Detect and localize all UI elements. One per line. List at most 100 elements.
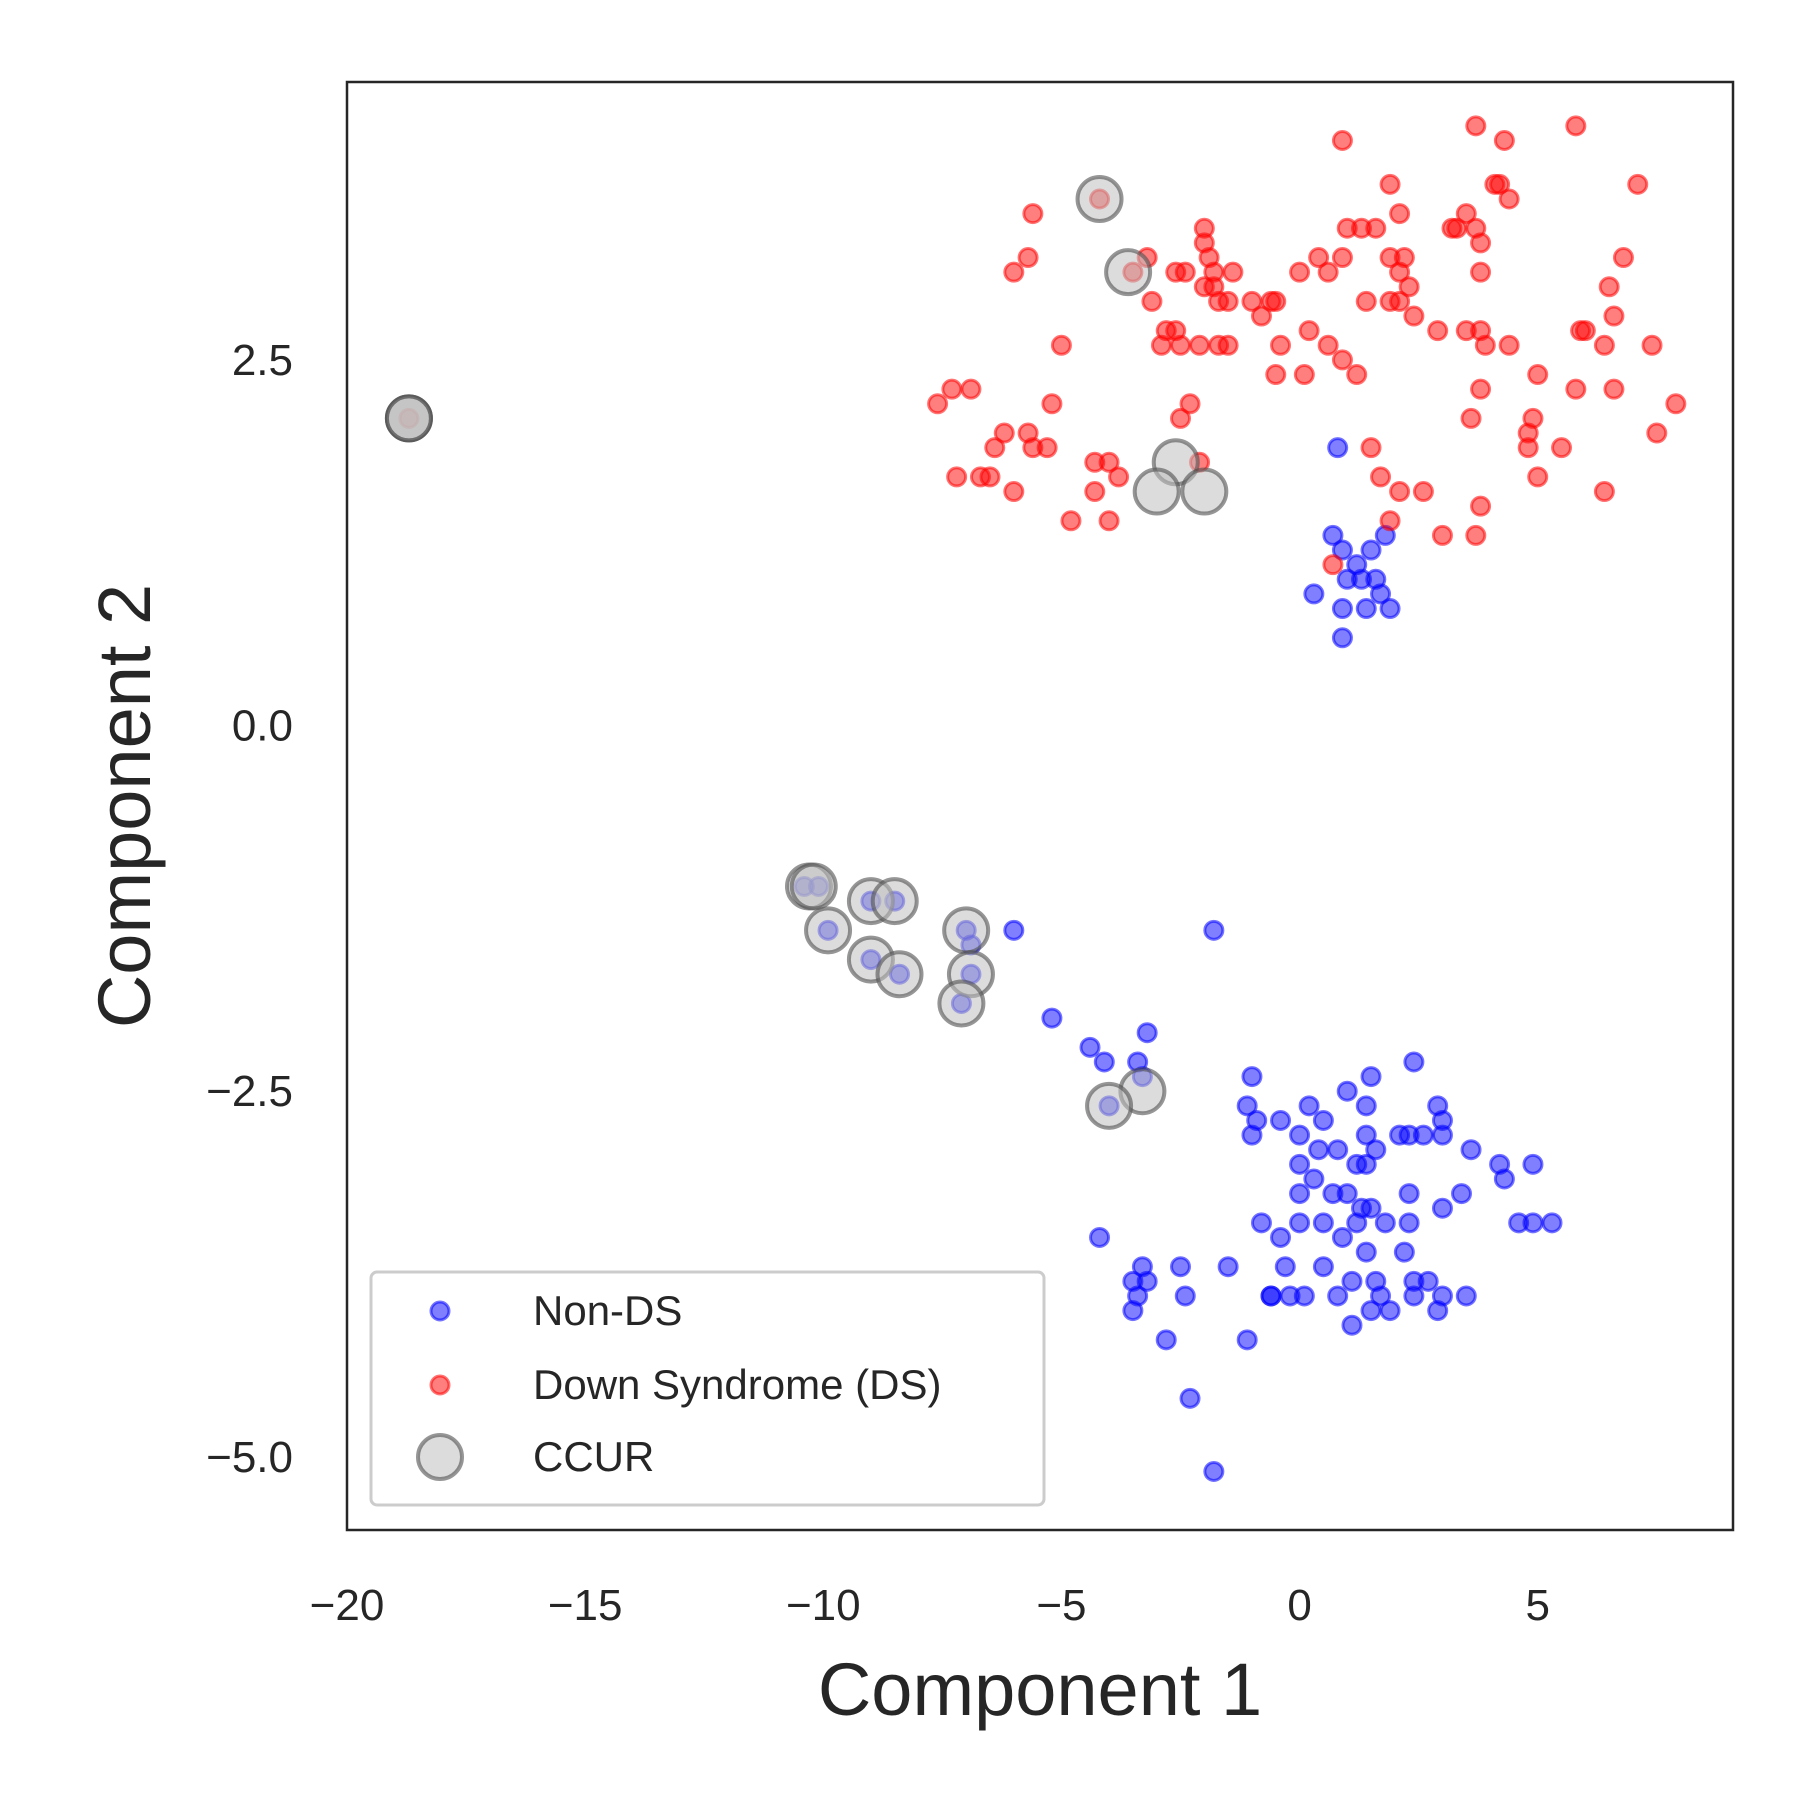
ds-point <box>1141 290 1163 312</box>
non-ds-point <box>1203 919 1225 941</box>
ds-point <box>1170 407 1192 429</box>
legend-marker <box>429 1300 451 1322</box>
ds-point <box>1017 247 1039 269</box>
non-ds-point <box>1274 1256 1296 1278</box>
non-ds-point <box>1327 1139 1349 1161</box>
non-ds-point <box>1136 1022 1158 1044</box>
non-ds-point <box>1541 1212 1563 1234</box>
non-ds-point <box>1431 1124 1453 1146</box>
ds-point <box>1627 173 1649 195</box>
ds-point <box>1289 261 1311 283</box>
non-ds-point <box>1270 1226 1292 1248</box>
non-ds-point <box>1217 1256 1239 1278</box>
non-ds-point <box>1260 1285 1282 1307</box>
ds-point <box>960 378 982 400</box>
ds-point <box>1098 451 1120 473</box>
ccur-point <box>942 906 991 955</box>
ds-point <box>1170 334 1192 356</box>
ds-point <box>1322 554 1344 576</box>
non-ds-point <box>1346 1212 1368 1234</box>
ds-point <box>1646 422 1668 444</box>
ds-point <box>1265 290 1287 312</box>
non-ds-point <box>1341 1270 1363 1292</box>
non-ds-point <box>1303 583 1325 605</box>
non-ds-point <box>1389 1124 1411 1146</box>
ds-point <box>1565 378 1587 400</box>
non-ds-point <box>1179 1387 1201 1409</box>
ds-point <box>1217 334 1239 356</box>
ds-point <box>1217 290 1239 312</box>
ds-point <box>1222 261 1244 283</box>
ds-point <box>1346 364 1368 386</box>
ds-point <box>1270 334 1292 356</box>
ds-point <box>1331 247 1353 269</box>
ds-point <box>1041 393 1063 415</box>
legend-items: Non-DS Down Syndrome (DS) CCUR <box>416 1287 941 1481</box>
legend-marker <box>429 1374 451 1396</box>
non-ds-point <box>1293 1285 1315 1307</box>
non-ds-point <box>1336 1080 1358 1102</box>
ds-point <box>1355 290 1377 312</box>
ds-point <box>1484 173 1506 195</box>
ccur-point <box>384 394 433 443</box>
ds-point <box>1465 524 1487 546</box>
ds-point <box>1498 188 1520 210</box>
ds-point <box>1431 524 1453 546</box>
non-ds-point <box>1331 1226 1353 1248</box>
ds-point <box>1379 173 1401 195</box>
non-ds-point <box>1241 1124 1263 1146</box>
ds-point <box>1317 334 1339 356</box>
ds-point <box>1470 261 1492 283</box>
ds-point <box>1389 290 1411 312</box>
ds-point <box>1174 261 1196 283</box>
ds-point <box>1527 466 1549 488</box>
ccur-point <box>1104 248 1153 297</box>
ds-point <box>1593 334 1615 356</box>
ds-point <box>1360 437 1382 459</box>
ds-point <box>1598 276 1620 298</box>
non-ds-point <box>1331 598 1353 620</box>
non-ds-point <box>1451 1183 1473 1205</box>
ds-point <box>1331 349 1353 371</box>
non-ds-point <box>1460 1139 1482 1161</box>
non-ds-point <box>1331 627 1353 649</box>
legend-label: CCUR <box>533 1433 654 1480</box>
non-ds-point <box>1365 1139 1387 1161</box>
non-ds-point <box>1379 598 1401 620</box>
ds-point <box>1250 305 1272 327</box>
ds-point <box>1098 510 1120 532</box>
ds-point <box>1365 217 1387 239</box>
legend: Non-DS Down Syndrome (DS) CCUR <box>369 1270 1046 1507</box>
non-ds-point <box>1355 598 1377 620</box>
non-ds-point <box>1312 1109 1334 1131</box>
ds-point <box>941 378 963 400</box>
non-ds-point <box>1093 1051 1115 1073</box>
non-ds-point <box>1398 1183 1420 1205</box>
ds-point <box>1003 481 1025 503</box>
non-ds-point <box>1322 524 1344 546</box>
y-tick-label: −5.0 <box>206 1433 293 1482</box>
ds-point <box>1522 407 1544 429</box>
ds-point <box>1022 203 1044 225</box>
ds-point <box>1593 481 1615 503</box>
ds-point <box>1308 247 1330 269</box>
y-tick-label: 0.0 <box>232 702 293 751</box>
non-ds-point <box>1522 1153 1544 1175</box>
ds-point <box>1398 276 1420 298</box>
ds-point <box>1389 481 1411 503</box>
ds-point <box>1493 130 1515 152</box>
non-ds-point <box>1355 1124 1377 1146</box>
non-ds-point <box>1374 1212 1396 1234</box>
ds-point <box>1370 466 1392 488</box>
non-ds-point <box>1136 1270 1158 1292</box>
ds-point <box>1403 305 1425 327</box>
ds-point <box>1179 393 1201 415</box>
ds-point <box>927 393 949 415</box>
ds-point <box>1470 232 1492 254</box>
y-tick-label: 2.5 <box>232 336 293 385</box>
non-ds-point <box>1522 1212 1544 1234</box>
ccur-point <box>1085 1081 1134 1130</box>
x-axis-label: Component 1 <box>818 1648 1262 1731</box>
ds-point <box>1108 466 1130 488</box>
